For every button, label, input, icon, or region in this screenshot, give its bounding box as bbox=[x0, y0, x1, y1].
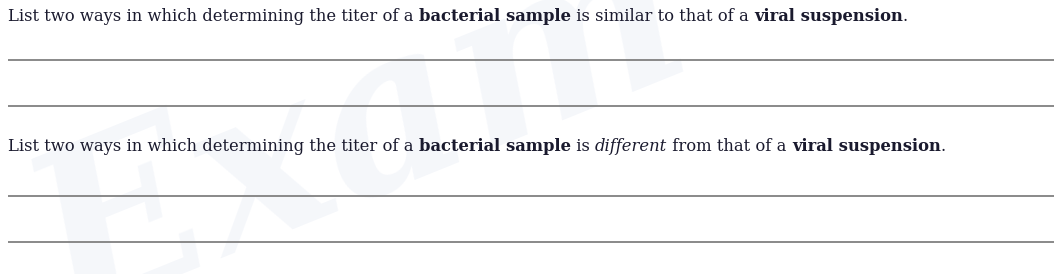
Text: Exam: Exam bbox=[5, 0, 717, 274]
Text: .: . bbox=[903, 8, 908, 25]
Text: from that of a: from that of a bbox=[667, 138, 792, 155]
Text: viral suspension: viral suspension bbox=[792, 138, 941, 155]
Text: bacterial sample: bacterial sample bbox=[418, 8, 570, 25]
Text: viral suspension: viral suspension bbox=[754, 8, 903, 25]
Text: .: . bbox=[941, 138, 946, 155]
Text: List two ways in which determining the titer of a: List two ways in which determining the t… bbox=[8, 138, 418, 155]
Text: different: different bbox=[595, 138, 667, 155]
Text: bacterial sample: bacterial sample bbox=[418, 138, 570, 155]
Text: List two ways in which determining the titer of a: List two ways in which determining the t… bbox=[8, 8, 418, 25]
Text: is similar to that of a: is similar to that of a bbox=[570, 8, 754, 25]
Text: is: is bbox=[570, 138, 595, 155]
